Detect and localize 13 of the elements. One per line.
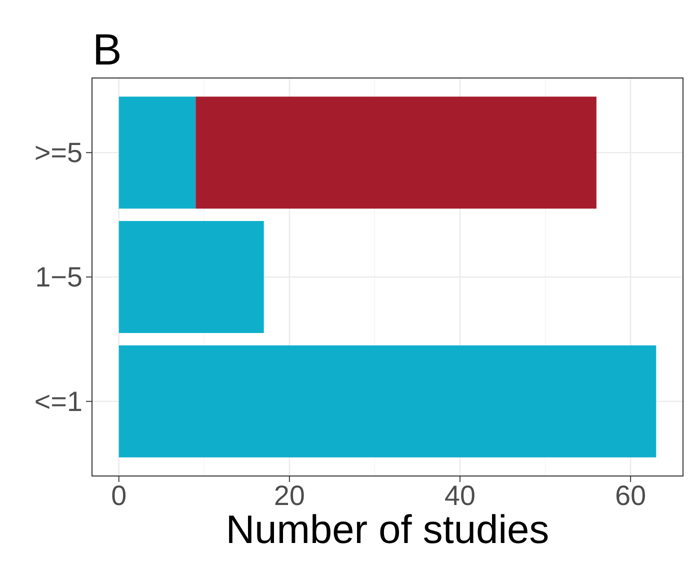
y-tick-label: <=1	[36, 392, 82, 411]
y-tick-label: >=5	[36, 142, 82, 162]
chart-title: B	[96, 34, 120, 64]
x-tick-label: 60	[616, 486, 645, 506]
y-tick-label: 1−5	[37, 267, 82, 287]
x-tick-label: 20	[275, 486, 304, 506]
x-tick-label: 0	[112, 486, 126, 506]
bar	[118, 345, 656, 458]
bar	[196, 96, 596, 209]
bar	[118, 96, 196, 209]
bar	[118, 221, 264, 333]
x-axis-title: Number of studies	[229, 514, 548, 544]
x-tick-label: 40	[445, 486, 474, 506]
